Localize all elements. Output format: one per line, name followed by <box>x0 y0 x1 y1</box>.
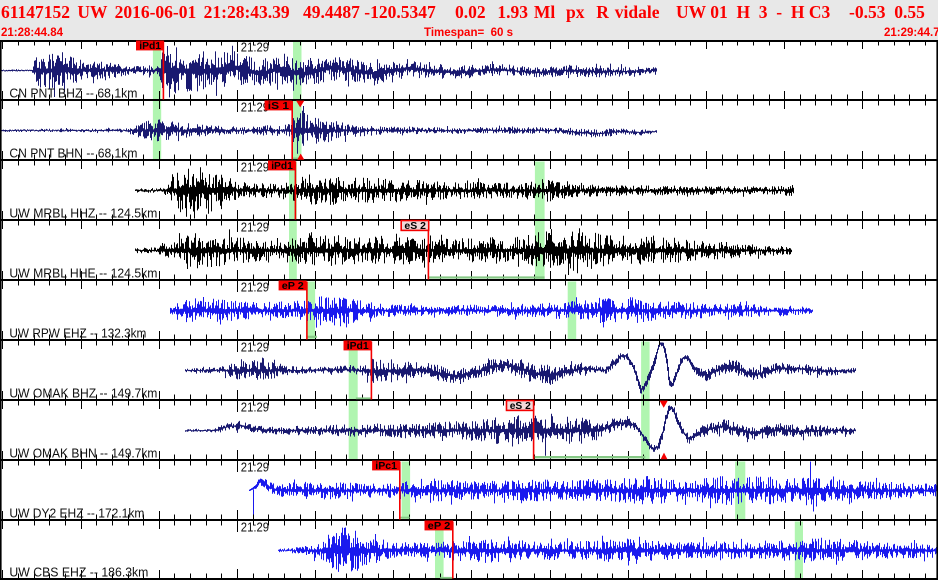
svg-text:21:29: 21:29 <box>241 280 269 294</box>
svg-text:UW CBS EHZ -- 186.3km: UW CBS EHZ -- 186.3km <box>9 565 148 579</box>
svg-text:UW MRBL HHZ -- 124.5km: UW MRBL HHZ -- 124.5km <box>9 206 157 220</box>
svg-text:21:29: 21:29 <box>241 160 269 174</box>
svg-text:CN PNT BHZ -- 68.1km: CN PNT BHZ -- 68.1km <box>9 86 137 100</box>
svg-text:eS 2: eS 2 <box>510 400 531 412</box>
svg-text:21:29: 21:29 <box>241 220 269 234</box>
svg-text:iPc1: iPc1 <box>375 460 397 472</box>
svg-text:UW OMAK BHN -- 149.7km: UW OMAK BHN -- 149.7km <box>9 446 157 460</box>
svg-text:21:29: 21:29 <box>241 340 269 354</box>
svg-text:UW DY2 EHZ -- 172.1km: UW DY2 EHZ -- 172.1km <box>9 506 144 520</box>
svg-text:eP 2: eP 2 <box>428 520 451 532</box>
svg-text:UW OMAK BHZ -- 149.7km: UW OMAK BHZ -- 149.7km <box>9 386 157 400</box>
svg-text:21:29: 21:29 <box>241 520 269 534</box>
svg-text:iS 1: iS 1 <box>268 100 289 112</box>
svg-text:CN PNT BHN -- 68.1km: CN PNT BHN -- 68.1km <box>9 146 137 160</box>
svg-text:eS 2: eS 2 <box>404 220 426 232</box>
svg-text:eP 2: eP 2 <box>282 280 304 292</box>
svg-text:UW MRBL HHE -- 124.5km: UW MRBL HHE -- 124.5km <box>9 266 157 280</box>
svg-text:21:29: 21:29 <box>241 100 269 114</box>
svg-text:iPd1: iPd1 <box>347 340 369 352</box>
svg-text:21:29: 21:29 <box>241 40 269 54</box>
svg-text:iPd1: iPd1 <box>139 40 161 52</box>
svg-text:UW RPW EHZ -- 132.3km: UW RPW EHZ -- 132.3km <box>9 326 146 340</box>
svg-text:21:29: 21:29 <box>241 400 269 414</box>
svg-text:21:29: 21:29 <box>241 460 269 474</box>
svg-text:iPd1: iPd1 <box>271 160 293 172</box>
